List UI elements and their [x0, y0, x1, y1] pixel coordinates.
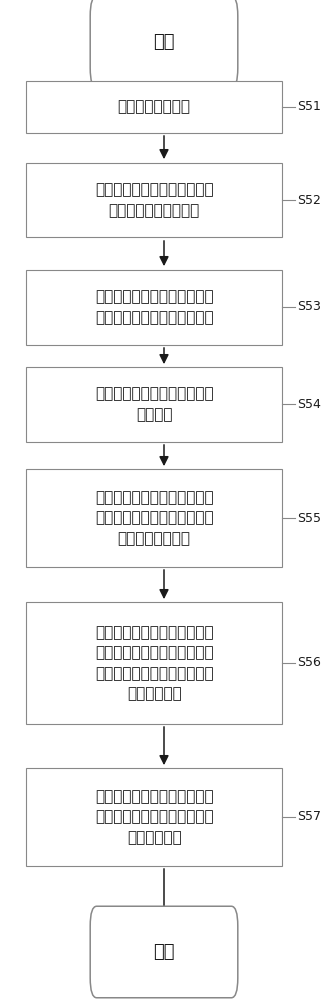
- FancyBboxPatch shape: [26, 162, 282, 237]
- Text: 对所述辅助矢量进行加权最小
二乘求解: 对所述辅助矢量进行加权最小 二乘求解: [95, 386, 214, 422]
- Text: 结束: 结束: [153, 943, 175, 961]
- Text: S54: S54: [297, 397, 321, 410]
- FancyBboxPatch shape: [26, 81, 282, 133]
- Text: 根据求得的辅助矢量的值与信
号源位置之间的关系获取信号
源的位置信息: 根据求得的辅助矢量的值与信 号源位置之间的关系获取信号 源的位置信息: [95, 789, 214, 845]
- FancyBboxPatch shape: [26, 768, 282, 866]
- Text: 构建时差定位方程: 构建时差定位方程: [118, 100, 191, 114]
- FancyBboxPatch shape: [26, 270, 282, 344]
- FancyBboxPatch shape: [90, 0, 238, 88]
- Text: S55: S55: [297, 512, 321, 524]
- Text: 对信号源位置即待定位的目标
位置进行最大似然估计: 对信号源位置即待定位的目标 位置进行最大似然估计: [95, 182, 214, 218]
- FancyBboxPatch shape: [26, 469, 282, 567]
- FancyBboxPatch shape: [26, 366, 282, 442]
- Text: 引入辅助矢量，将距离差定位
方程转化为约束最小二乘问题: 引入辅助矢量，将距离差定位 方程转化为约束最小二乘问题: [95, 289, 214, 325]
- Text: S56: S56: [297, 656, 321, 670]
- Text: S52: S52: [297, 194, 321, 207]
- FancyBboxPatch shape: [26, 602, 282, 724]
- Text: 利用加权最小二乘解算的辅助
矢量初始估计松弛等式约束，
构造新的代价函数: 利用加权最小二乘解算的辅助 矢量初始估计松弛等式约束， 构造新的代价函数: [95, 490, 214, 546]
- Text: S51: S51: [297, 101, 321, 113]
- Text: S53: S53: [297, 300, 321, 314]
- Text: S57: S57: [297, 810, 321, 824]
- FancyBboxPatch shape: [90, 906, 238, 998]
- Text: 开始: 开始: [153, 33, 175, 51]
- Text: 利用凸半正定规划优化求解辅
助矢量和辅助矢量转置的变量
的值，并通过特征值分解得到
辅助矢量的值: 利用凸半正定规划优化求解辅 助矢量和辅助矢量转置的变量 的值，并通过特征值分解得…: [95, 625, 214, 701]
